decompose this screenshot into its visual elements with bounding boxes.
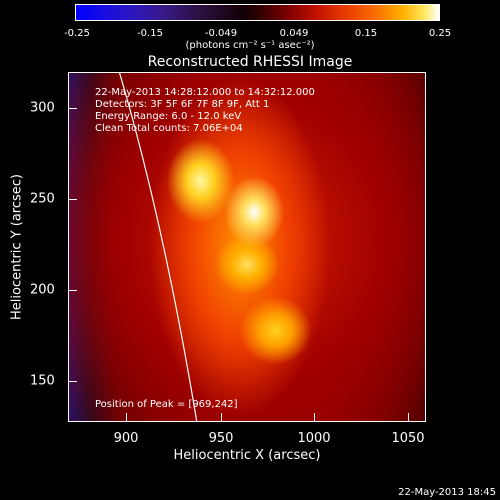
x-tick-mark [314, 413, 315, 422]
colorbar-units: (photons cm⁻² s⁻¹ asec⁻²) [185, 40, 315, 51]
x-tick-label: 1050 [391, 431, 425, 446]
x-tick-label: 950 [208, 431, 234, 446]
rhessi-image: 22-May-2013 14:28:12.000 to 14:32:12.000… [68, 72, 426, 422]
x-tick-label: 900 [113, 431, 139, 446]
colorbar-tick: 0.15 [354, 28, 378, 39]
info-clean: Clean Total counts: 7.06E+04 [95, 123, 243, 134]
y-tick-label: 300 [30, 100, 55, 116]
y-tick-mark [68, 108, 77, 109]
colorbar-tick: 0.25 [428, 28, 452, 39]
y-tick-label: 250 [30, 191, 55, 207]
y-axis-label: Heliocentric Y (arcsec) [9, 174, 25, 320]
y-tick-mark [68, 199, 77, 200]
y-tick-label: 200 [30, 282, 55, 298]
peak-position: Position of Peak = [969,242] [95, 399, 238, 410]
x-axis-label: Heliocentric X (arcsec) [173, 448, 321, 463]
y-tick-mark [68, 381, 77, 382]
image-title: Reconstructed RHESSI Image [147, 54, 353, 70]
colorbar [75, 4, 440, 21]
y-tick-label: 150 [30, 373, 55, 389]
timestamp: 22-May-2013 18:45 [398, 487, 496, 498]
x-tick-mark [126, 413, 127, 422]
x-tick-mark [408, 413, 409, 422]
colorbar-tick: -0.15 [137, 28, 163, 39]
y-tick-mark [68, 290, 77, 291]
colorbar-tick: -0.049 [204, 28, 238, 39]
info-energy: Energy Range: 6.0 - 12.0 keV [95, 111, 242, 122]
info-time: 22-May-2013 14:28:12.000 to 14:32:12.000 [95, 87, 315, 98]
info-detectors: Detectors: 3F 5F 6F 7F 8F 9F, Att 1 [95, 99, 270, 110]
x-tick-label: 1000 [297, 431, 331, 446]
solar-limb [118, 73, 198, 421]
x-tick-mark [221, 413, 222, 422]
colorbar-tick: 0.049 [279, 28, 309, 39]
colorbar-tick: -0.25 [64, 28, 90, 39]
